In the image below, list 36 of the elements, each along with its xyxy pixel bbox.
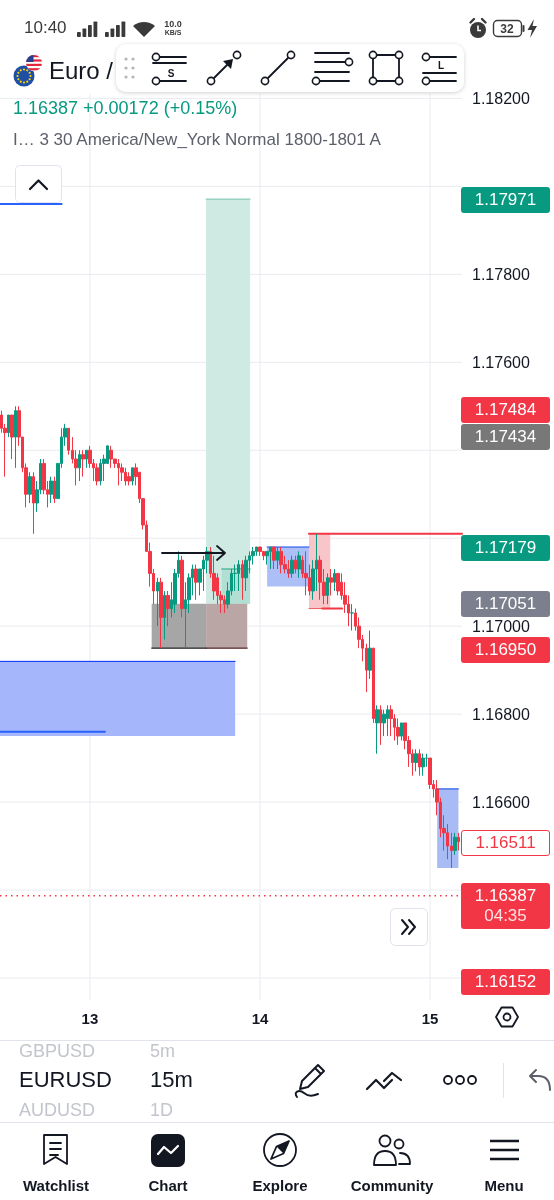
text: Community — [350, 1177, 434, 1195]
ref-line-label: 1.16387 — [473, 885, 538, 906]
text: 1.17179 — [461, 535, 550, 561]
text: 1.16950 — [461, 637, 550, 663]
x-tick-label: 14 — [251, 1010, 269, 1027]
y-tick-label: 1.16600 — [472, 793, 530, 811]
annotation: I… 3 30 America/New_York Normal 1800-1801 A — [13, 130, 381, 150]
text: Chart — [148, 1177, 188, 1195]
y-tick-label: 1.17000 — [472, 617, 530, 635]
chart-subtitle: 1.16387 +0.00172 (+0.15%) — [13, 97, 238, 119]
text: 5m — [150, 1040, 176, 1062]
y-tick-label: 1.18200 — [472, 89, 530, 107]
text: 1.16511 — [461, 830, 550, 856]
x-tick-label: 15 — [421, 1010, 439, 1027]
text: Watchlist — [22, 1177, 90, 1195]
text: GBPUSD — [19, 1040, 96, 1062]
text: 10.0 — [164, 18, 182, 30]
text: EURUSD — [19, 1067, 112, 1093]
y-tick-label: 1.17800 — [472, 265, 530, 283]
chart-title: Euro / — [49, 57, 114, 85]
battery-icon: 32 — [492, 19, 525, 38]
text: 1.17484 — [461, 397, 550, 423]
text: 10:40 — [24, 18, 67, 38]
text: AUDUSD — [19, 1099, 96, 1121]
text: 15m — [150, 1067, 193, 1093]
text: Menu — [484, 1177, 524, 1195]
text: 1.17971 — [461, 187, 550, 213]
x-tick-label: 13 — [81, 1010, 99, 1027]
text: 1.17051 — [461, 591, 550, 617]
text: 1.17434 — [461, 424, 550, 450]
text: 1D — [150, 1099, 174, 1121]
text: 1.16152 — [461, 969, 550, 995]
y-tick-label: 1.17600 — [472, 353, 530, 371]
y-tick-label: 1.16800 — [472, 705, 530, 723]
text: Explore — [252, 1177, 308, 1195]
price-tag: 1.16387 04:35 — [461, 882, 550, 929]
